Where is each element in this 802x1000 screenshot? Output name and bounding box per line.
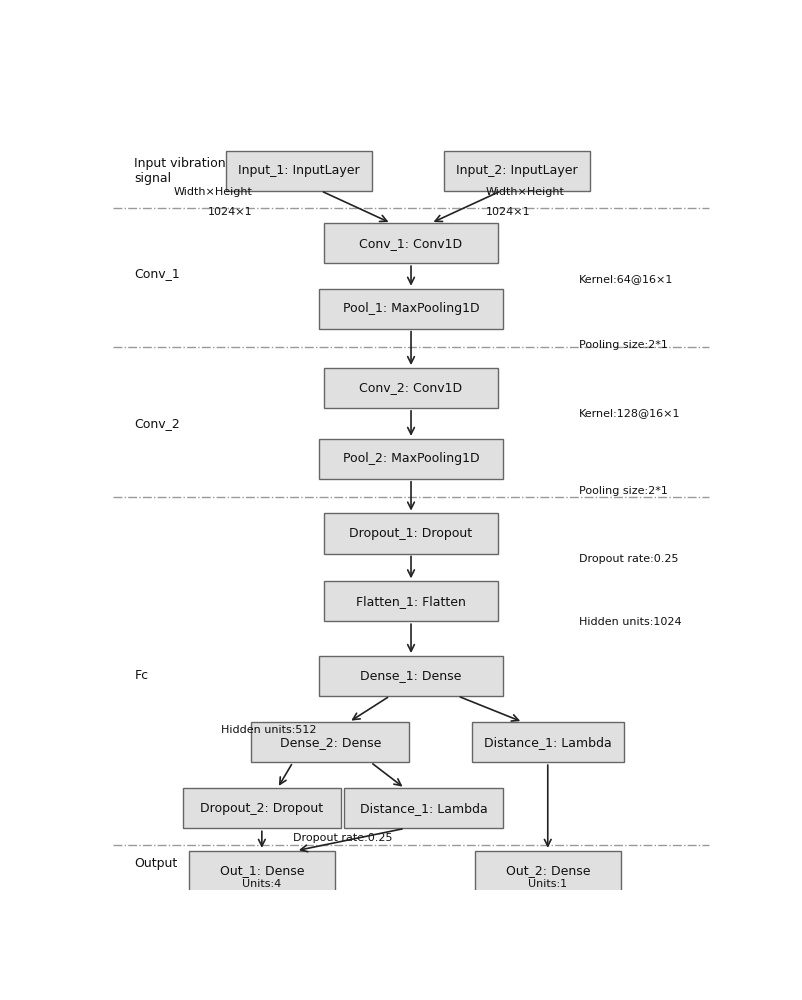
Text: Pooling size:2*1: Pooling size:2*1: [579, 486, 668, 496]
Text: Dropout_2: Dropout: Dropout_2: Dropout: [200, 802, 323, 815]
Text: Units:4: Units:4: [242, 879, 282, 889]
FancyBboxPatch shape: [226, 151, 372, 191]
FancyBboxPatch shape: [444, 151, 589, 191]
Text: Kernel:128@16×1: Kernel:128@16×1: [579, 408, 680, 418]
FancyBboxPatch shape: [324, 581, 498, 621]
FancyBboxPatch shape: [324, 223, 498, 263]
FancyBboxPatch shape: [319, 656, 503, 696]
FancyBboxPatch shape: [344, 788, 503, 828]
Text: Width×Height: Width×Height: [486, 187, 565, 197]
Text: Input_2: InputLayer: Input_2: InputLayer: [456, 164, 577, 177]
Text: Hidden units:512: Hidden units:512: [221, 725, 317, 735]
Text: Kernel:64@16×1: Kernel:64@16×1: [579, 274, 673, 284]
FancyBboxPatch shape: [475, 851, 621, 891]
Text: Conv_1: Conv_1: [135, 267, 180, 280]
Text: Dense_1: Dense: Dense_1: Dense: [360, 669, 462, 682]
Text: Dropout rate:0.25: Dropout rate:0.25: [293, 833, 392, 843]
Text: Units:1: Units:1: [529, 879, 567, 889]
FancyBboxPatch shape: [183, 788, 341, 828]
Text: Flatten_1: Flatten: Flatten_1: Flatten: [356, 595, 466, 608]
Text: Dropout_1: Dropout: Dropout_1: Dropout: [350, 527, 472, 540]
Text: Dropout rate:0.25: Dropout rate:0.25: [579, 554, 678, 564]
Text: 1024×1: 1024×1: [486, 207, 530, 217]
FancyBboxPatch shape: [319, 289, 503, 329]
Text: Output: Output: [135, 857, 178, 870]
Text: Input_1: InputLayer: Input_1: InputLayer: [238, 164, 360, 177]
Text: Pooling size:2*1: Pooling size:2*1: [579, 340, 668, 350]
Text: Dense_2: Dense: Dense_2: Dense: [280, 736, 381, 749]
Text: Pool_1: MaxPooling1D: Pool_1: MaxPooling1D: [342, 302, 480, 315]
FancyBboxPatch shape: [188, 851, 335, 891]
Text: Out_2: Dense: Out_2: Dense: [505, 864, 590, 877]
FancyBboxPatch shape: [324, 368, 498, 408]
Text: 1024×1: 1024×1: [208, 207, 253, 217]
Text: Out_1: Dense: Out_1: Dense: [220, 864, 304, 877]
Text: Conv_1: Conv1D: Conv_1: Conv1D: [359, 237, 463, 250]
Text: Fc: Fc: [135, 669, 148, 682]
FancyBboxPatch shape: [324, 513, 498, 554]
Text: Conv_2: Conv1D: Conv_2: Conv1D: [359, 381, 463, 394]
Text: Conv_2: Conv_2: [135, 417, 180, 430]
Text: Width×Height: Width×Height: [174, 187, 253, 197]
Text: Pool_2: MaxPooling1D: Pool_2: MaxPooling1D: [342, 452, 480, 465]
Text: Input vibration
signal: Input vibration signal: [135, 157, 226, 185]
FancyBboxPatch shape: [251, 722, 410, 762]
Text: Hidden units:1024: Hidden units:1024: [579, 617, 682, 627]
FancyBboxPatch shape: [319, 439, 503, 479]
Text: Distance_1: Lambda: Distance_1: Lambda: [484, 736, 612, 749]
Text: Distance_1: Lambda: Distance_1: Lambda: [359, 802, 488, 815]
FancyBboxPatch shape: [472, 722, 624, 762]
